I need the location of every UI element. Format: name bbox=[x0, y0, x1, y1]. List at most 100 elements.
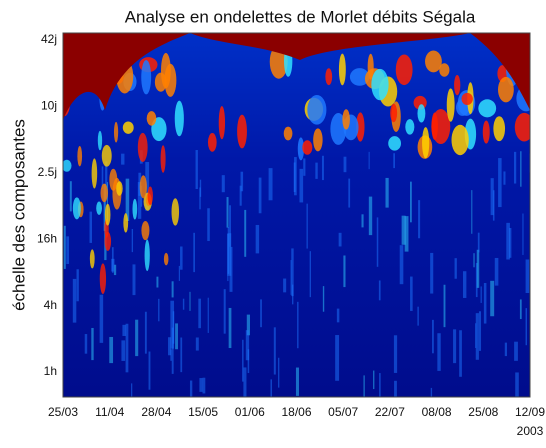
texture-stripe bbox=[394, 380, 397, 397]
texture-spot bbox=[72, 197, 81, 220]
x-tick-label: 25/03 bbox=[48, 405, 78, 419]
texture-blob bbox=[371, 68, 389, 101]
x-tick-label: 05/07 bbox=[328, 405, 358, 419]
texture-blob bbox=[446, 88, 455, 122]
x-year-label: 2003 bbox=[517, 424, 544, 438]
texture-stripe bbox=[506, 222, 510, 260]
texture-stripe bbox=[103, 183, 106, 231]
texture-stripe bbox=[490, 178, 494, 216]
texture-stripe bbox=[260, 299, 262, 328]
texture-spot bbox=[101, 144, 112, 167]
y-tick-label: 10j bbox=[41, 99, 57, 113]
texture-blob bbox=[313, 128, 323, 152]
y-tick-label: 4h bbox=[44, 298, 57, 312]
texture-stripe bbox=[89, 211, 93, 243]
texture-stripe bbox=[111, 258, 115, 272]
texture-stripe bbox=[137, 182, 142, 219]
texture-stripe bbox=[418, 200, 421, 239]
texture-blob bbox=[207, 133, 217, 152]
texture-stripe bbox=[198, 298, 201, 329]
texture-stripe bbox=[69, 181, 72, 212]
y-tick-label: 16h bbox=[37, 231, 57, 245]
texture-spot bbox=[144, 239, 150, 272]
texture-stripe bbox=[336, 308, 340, 323]
texture-stripe bbox=[223, 289, 226, 334]
texture-blob bbox=[356, 112, 365, 142]
texture-stripe bbox=[226, 197, 229, 228]
texture-blob bbox=[122, 121, 134, 134]
texture-blob bbox=[439, 63, 450, 77]
texture-stripe bbox=[343, 156, 347, 173]
texture-stripe bbox=[66, 236, 70, 264]
texture-stripe bbox=[404, 216, 409, 252]
y-axis-label: échelle des composantes bbox=[9, 119, 28, 311]
texture-stripe bbox=[199, 187, 201, 210]
texture-stripe bbox=[504, 342, 508, 357]
texture-blob bbox=[395, 54, 413, 86]
texture-spot bbox=[100, 183, 108, 203]
texture-stripe bbox=[101, 166, 104, 189]
texture-stripe bbox=[144, 311, 147, 354]
x-tick-label: 08/08 bbox=[422, 405, 452, 419]
texture-spot bbox=[91, 158, 98, 189]
texture-top-left bbox=[63, 33, 190, 120]
texture-stripe bbox=[131, 228, 134, 253]
texture-stripe bbox=[239, 185, 242, 206]
texture-stripe bbox=[195, 150, 198, 190]
texture-stripe bbox=[522, 213, 524, 255]
texture-top-right bbox=[470, 33, 530, 110]
texture-spot bbox=[97, 130, 103, 151]
y-tick-label: 42j bbox=[41, 32, 57, 46]
texture-blob bbox=[388, 136, 402, 151]
texture-spot bbox=[132, 198, 138, 220]
texture-stripe bbox=[207, 208, 210, 242]
texture-stripe bbox=[368, 151, 370, 170]
texture-stripe bbox=[368, 196, 373, 236]
texture-stripe bbox=[363, 375, 365, 397]
texture-stripe bbox=[525, 259, 530, 294]
texture-stripe bbox=[437, 333, 441, 371]
texture-stripe bbox=[121, 340, 126, 361]
texture-stripe bbox=[156, 276, 159, 288]
texture-stripe bbox=[393, 153, 396, 169]
texture-stripe bbox=[125, 178, 130, 221]
texture-stripe bbox=[109, 336, 114, 364]
texture-blob bbox=[325, 68, 333, 86]
texture-stripe bbox=[503, 171, 506, 185]
texture-stripe bbox=[268, 168, 273, 201]
texture-stripe bbox=[409, 181, 412, 223]
texture-stripe bbox=[480, 286, 482, 303]
texture-blob bbox=[514, 112, 530, 142]
texture-spot bbox=[99, 263, 107, 295]
texture-blob bbox=[302, 140, 313, 155]
texture-stripe bbox=[520, 151, 522, 187]
texture-stripe bbox=[295, 367, 299, 396]
texture-stripe bbox=[113, 264, 117, 276]
texture-stripe bbox=[72, 278, 77, 323]
texture-stripe bbox=[290, 260, 292, 295]
texture-stripe bbox=[189, 380, 193, 397]
x-tick-label: 01/06 bbox=[235, 405, 265, 419]
texture-stripe bbox=[131, 383, 133, 397]
texture-stripe bbox=[270, 379, 273, 397]
texture-stripe bbox=[378, 280, 381, 301]
texture-stripe bbox=[273, 327, 276, 375]
texture-stripe bbox=[122, 324, 126, 336]
texture-stripe bbox=[509, 227, 512, 258]
texture-stripe bbox=[473, 253, 475, 268]
texture-stripe bbox=[180, 246, 183, 270]
texture-stripe bbox=[443, 284, 446, 328]
texture-spot bbox=[137, 132, 148, 162]
texture-blob bbox=[390, 103, 398, 123]
texture-spot bbox=[123, 213, 129, 233]
texture-spot bbox=[96, 201, 102, 215]
texture-stripe bbox=[291, 248, 294, 297]
texture-stripe bbox=[175, 323, 178, 350]
texture-top bbox=[190, 33, 470, 60]
texture-stripe bbox=[91, 327, 94, 361]
texture-stripe bbox=[462, 271, 467, 298]
texture-stripe bbox=[453, 329, 457, 364]
texture-blob bbox=[478, 99, 497, 118]
texture-stripe bbox=[399, 245, 404, 285]
texture-stripe bbox=[478, 311, 482, 351]
